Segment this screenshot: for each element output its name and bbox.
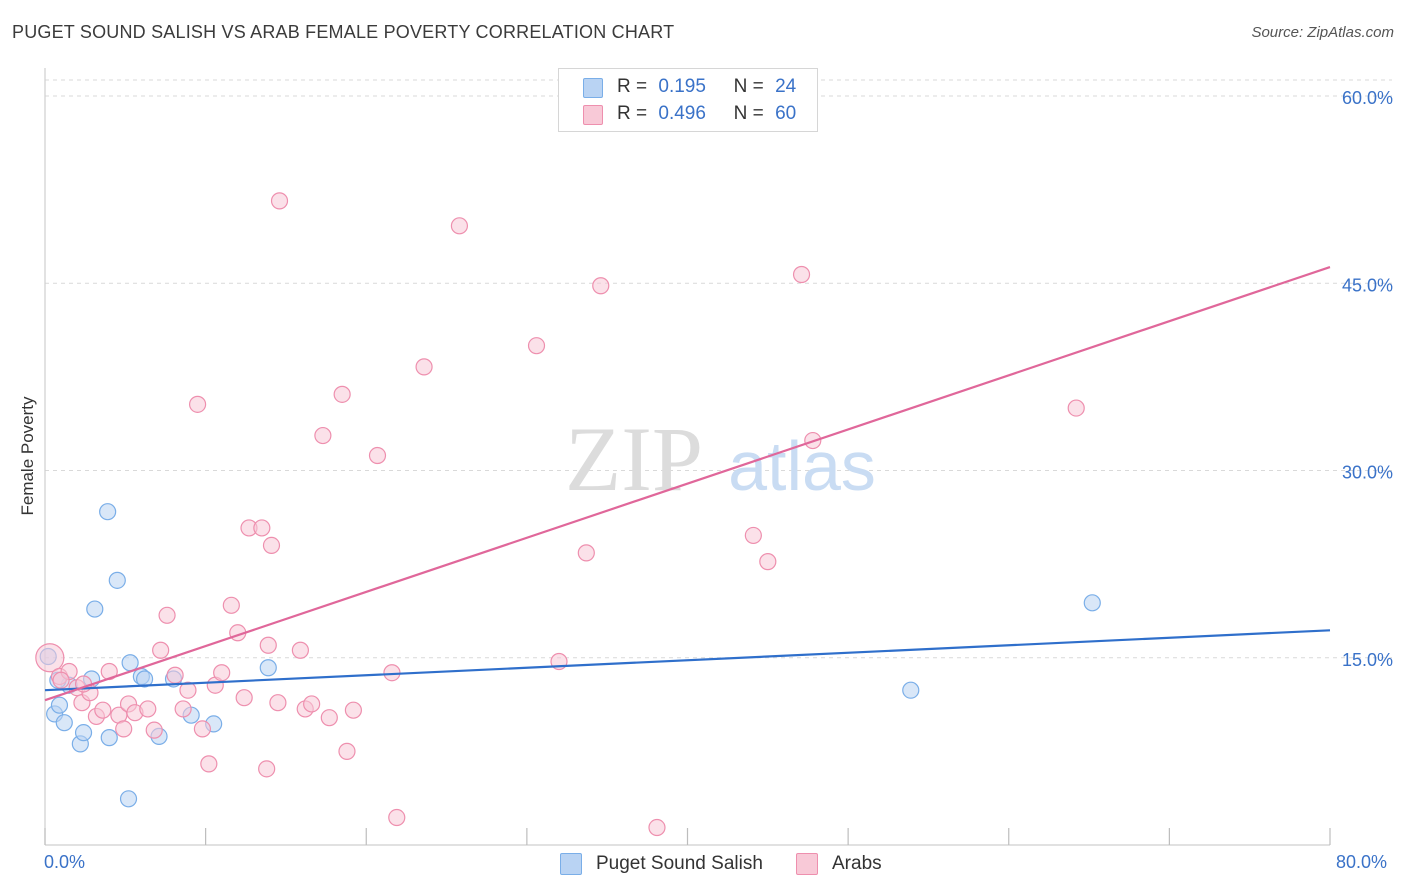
arab-point xyxy=(577,544,595,562)
arab-point xyxy=(344,701,362,719)
salish-point xyxy=(119,790,138,808)
bottom-legend-label-arabs: Arabs xyxy=(832,853,882,874)
legend-r-value: 0.496 xyxy=(658,103,706,124)
arab-point xyxy=(262,536,281,555)
watermark-atlas: atlas xyxy=(728,427,876,505)
arab-point xyxy=(269,694,287,712)
arab-point xyxy=(792,265,811,284)
arab-point xyxy=(145,721,163,739)
salish-point xyxy=(902,681,920,699)
arab-point xyxy=(368,446,387,465)
arab-point xyxy=(94,701,112,719)
legend-swatch-blue xyxy=(583,78,603,98)
salish-point xyxy=(1083,594,1101,612)
legend-n-label: N = xyxy=(733,103,764,124)
bottom-legend-swatch-pink xyxy=(796,853,818,875)
arab-point xyxy=(213,664,231,682)
arab-point xyxy=(258,760,276,778)
arab-point xyxy=(338,742,356,760)
y-tick-label: 45.0% xyxy=(1342,275,1393,295)
arab-point xyxy=(174,700,192,718)
salish-point xyxy=(100,729,118,747)
arab-point xyxy=(388,808,406,827)
bottom-legend-label-salish: Puget Sound Salish xyxy=(596,853,763,874)
bottom-legend-swatch-blue xyxy=(560,853,582,875)
arab-point xyxy=(253,519,271,537)
arab-point xyxy=(188,395,207,413)
x-tick-label-max: 80.0% xyxy=(1336,852,1388,872)
arab-point xyxy=(648,818,666,837)
salish-point xyxy=(74,724,93,742)
arab-point xyxy=(759,553,777,571)
arab-point xyxy=(259,636,277,654)
arab-point xyxy=(744,526,762,545)
arab-point xyxy=(1067,399,1085,417)
legend-n-value: 24 xyxy=(775,76,797,97)
arab-point xyxy=(235,689,253,707)
arab-point xyxy=(333,385,351,403)
legend-n-label: N = xyxy=(733,76,764,97)
arab-point xyxy=(139,700,157,718)
legend-swatch-pink xyxy=(583,105,603,125)
arab-point xyxy=(179,681,197,699)
arab-point xyxy=(291,641,309,659)
salish-point xyxy=(135,670,154,688)
salish-point xyxy=(86,600,104,618)
axes xyxy=(44,68,1331,846)
arab-point xyxy=(222,596,240,614)
source-credit: Source: ZipAtlas.com xyxy=(1251,24,1394,41)
arab-point xyxy=(52,671,70,689)
watermark: ZIP atlas xyxy=(565,408,876,510)
arab-point xyxy=(320,709,338,727)
y-tick-label: 15.0% xyxy=(1342,650,1393,670)
arab-point xyxy=(527,337,546,355)
arab-point xyxy=(270,192,289,210)
watermark-zip: ZIP xyxy=(565,408,703,510)
salish-point xyxy=(99,503,117,521)
legend-r-label: R = xyxy=(617,103,648,124)
arab-point xyxy=(152,641,170,659)
legend-r-label: R = xyxy=(617,76,648,97)
salish-point xyxy=(108,571,126,589)
bottom-legend-salish: Puget Sound Salish xyxy=(560,852,763,876)
arab-point xyxy=(35,643,65,673)
arab-point xyxy=(303,695,321,713)
tick-labels: 15.0% 30.0% 45.0% 60.0% xyxy=(1342,88,1393,670)
arab-point xyxy=(592,277,610,295)
legend-r-value: 0.195 xyxy=(658,76,706,97)
x-tick-label-min: 0.0% xyxy=(44,852,86,872)
salish-point xyxy=(121,654,139,672)
data-points xyxy=(35,192,1101,837)
trend-line-arabs xyxy=(44,265,1331,702)
arab-point xyxy=(158,606,176,624)
salish-point xyxy=(55,714,73,732)
arab-point xyxy=(415,358,433,376)
correlation-legend: R = 0.195 N = 24 R = 0.496 N = 60 xyxy=(558,68,818,132)
y-tick-label: 30.0% xyxy=(1342,463,1393,483)
arab-point xyxy=(200,755,218,773)
trend-line-salish xyxy=(44,629,1331,692)
trend-lines xyxy=(44,265,1331,702)
salish-point xyxy=(50,696,69,714)
arab-point xyxy=(115,720,133,738)
arab-point xyxy=(166,666,184,684)
grid-lines xyxy=(45,79,1392,659)
arab-point xyxy=(193,720,212,738)
legend-n-value: 60 xyxy=(775,103,797,124)
chart-title: PUGET SOUND SALISH VS ARAB FEMALE POVERT… xyxy=(12,22,675,42)
y-tick-label: 60.0% xyxy=(1342,88,1393,108)
arab-point xyxy=(314,426,332,445)
salish-point xyxy=(259,659,277,677)
arab-point xyxy=(450,217,469,235)
bottom-legend-arabs: Arabs xyxy=(796,852,882,876)
